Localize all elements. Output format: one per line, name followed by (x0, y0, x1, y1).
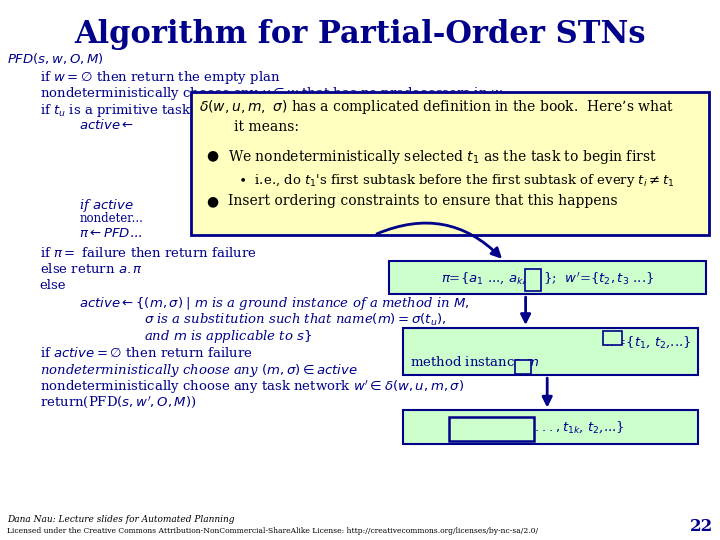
FancyBboxPatch shape (525, 269, 541, 291)
FancyBboxPatch shape (603, 331, 622, 345)
Text: $w$={$t_1$, $t_2$,...}: $w$={$t_1$, $t_2$,...} (604, 334, 691, 350)
FancyBboxPatch shape (403, 410, 698, 444)
Text: nondeterministically choose any $(m, \sigma) \in active$: nondeterministically choose any $(m, \si… (40, 362, 358, 379)
Text: $active \leftarrow \{(m, \sigma) \mid m$ is a ground instance of a method in $M,: $active \leftarrow \{(m, \sigma) \mid m$… (79, 295, 469, 312)
Text: nondeterministically choose any task network $w' \in \delta(w, u, m, \sigma)$: nondeterministically choose any task net… (40, 378, 464, 395)
FancyBboxPatch shape (191, 92, 709, 235)
Text: Insert ordering constraints to ensure that this happens: Insert ordering constraints to ensure th… (228, 194, 618, 208)
Text: $\pi$={$a_1$ ..., $a_k$, $\mathbf{a}$ };  $w'$={$t_2,t_3$ ...}: $\pi$={$a_1$ ..., $a_k$, $\mathbf{a}$ };… (441, 269, 654, 286)
Text: Licensed under the Creative Commons Attribution-NonCommercial-ShareAlike License: Licensed under the Creative Commons Attr… (7, 526, 539, 535)
Text: and $m$ is applicable to $s\}$: and $m$ is applicable to $s\}$ (144, 328, 312, 345)
FancyBboxPatch shape (515, 360, 531, 374)
Text: if $t_u$ is a primitive task then: if $t_u$ is a primitive task then (40, 102, 225, 118)
Text: if $\pi =$ failure then return failure: if $\pi =$ failure then return failure (40, 246, 256, 260)
Text: 22: 22 (690, 518, 713, 535)
Text: if $active$: if $active$ (79, 197, 134, 214)
Text: $\pi \leftarrow PFD$...: $\pi \leftarrow PFD$... (79, 227, 143, 240)
Text: $PFD(s, w, O, M)$: $PFD(s, w, O, M)$ (7, 51, 104, 66)
Text: ●: ● (207, 194, 219, 208)
Text: method instance $\mathit{m}$: method instance $\mathit{m}$ (410, 355, 540, 369)
Text: $active \leftarrow$: $active \leftarrow$ (79, 118, 135, 132)
FancyBboxPatch shape (403, 328, 698, 375)
Text: else return $a.\pi$: else return $a.\pi$ (40, 262, 143, 276)
FancyBboxPatch shape (449, 417, 534, 441)
Text: We nondeterministically selected $t_1$ as the task to begin first: We nondeterministically selected $t_1$ a… (228, 148, 657, 166)
Text: $\bullet$  i.e., do $t_1$'s first subtask before the first subtask of every $t_i: $\bullet$ i.e., do $t_1$'s first subtask… (238, 172, 674, 188)
Text: $\sigma$ is a substitution such that name$(m) = \sigma(t_u),$: $\sigma$ is a substitution such that nam… (144, 312, 446, 328)
Text: if $active = \emptyset$ then return failure: if $active = \emptyset$ then return fail… (40, 346, 252, 360)
Text: return(PFD$(s, w', O, M)$): return(PFD$(s, w', O, M)$) (40, 394, 197, 410)
Text: nondeterministically choose any $u \in w$ that has no predecessors in $w$: nondeterministically choose any $u \in w… (40, 85, 503, 102)
Text: it means:: it means: (234, 120, 299, 134)
Text: if $w = \emptyset$ then return the empty plan: if $w = \emptyset$ then return the empty… (40, 69, 280, 86)
Text: Algorithm for Partial-Order STNs: Algorithm for Partial-Order STNs (74, 19, 646, 50)
Text: ●: ● (207, 148, 219, 163)
Text: $\delta(w, u, m,\ \sigma)$ has a complicated definition in the book.  Here’s wha: $\delta(w, u, m,\ \sigma)$ has a complic… (199, 98, 675, 116)
Text: nondeter...: nondeter... (79, 212, 143, 225)
FancyBboxPatch shape (389, 261, 706, 294)
Text: else: else (40, 279, 66, 292)
Text: Dana Nau: Lecture slides for Automated Planning: Dana Nau: Lecture slides for Automated P… (7, 515, 235, 524)
Text: $w'$={$t_{11},...,t_{1k}$, $t_2$,...}: $w'$={$t_{11},...,t_{1k}$, $t_2$,...} (477, 419, 624, 435)
